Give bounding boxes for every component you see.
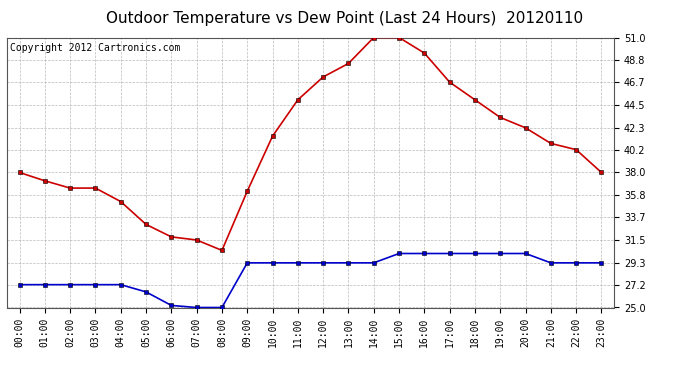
- Text: Copyright 2012 Cartronics.com: Copyright 2012 Cartronics.com: [10, 43, 180, 53]
- Text: Outdoor Temperature vs Dew Point (Last 24 Hours)  20120110: Outdoor Temperature vs Dew Point (Last 2…: [106, 11, 584, 26]
